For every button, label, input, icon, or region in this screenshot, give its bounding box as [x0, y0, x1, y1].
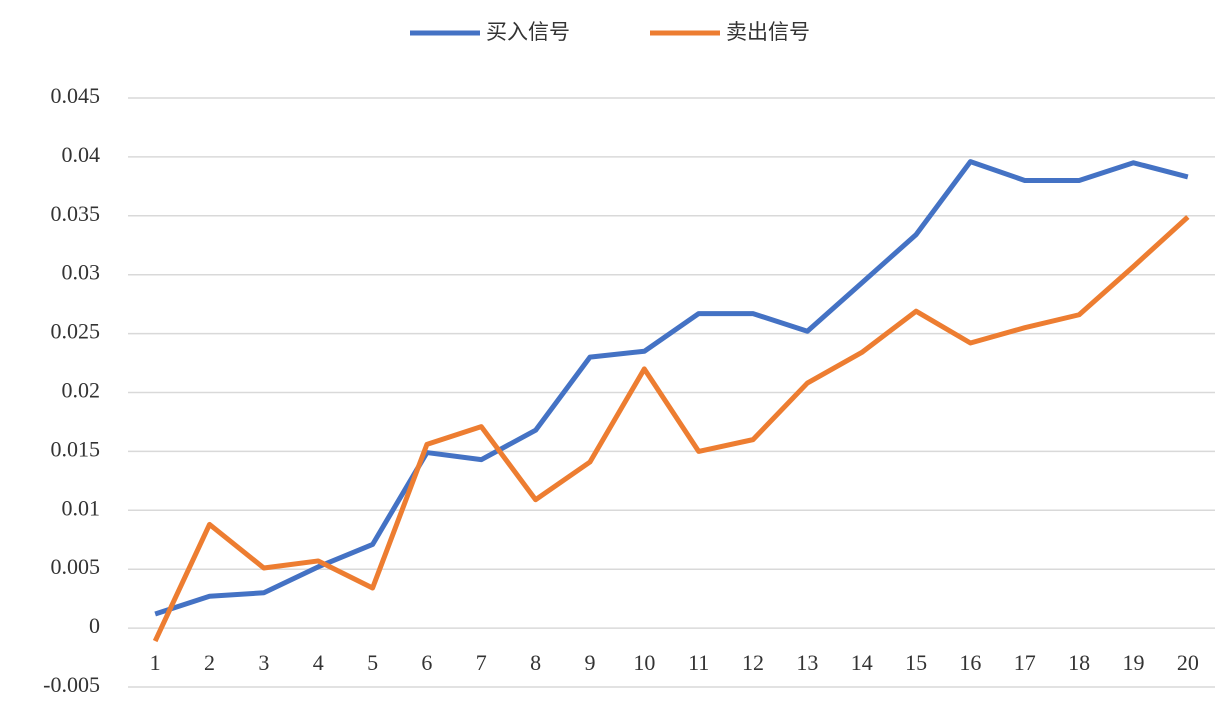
x-tick-label: 4: [313, 650, 324, 675]
x-tick-label: 16: [959, 650, 981, 675]
x-tick-label: 17: [1014, 650, 1036, 675]
x-tick-label: 5: [367, 650, 378, 675]
x-tick-label: 14: [851, 650, 873, 675]
y-tick-label: 0.045: [51, 83, 101, 108]
y-tick-label: 0.01: [62, 495, 101, 520]
x-tick-label: 10: [633, 650, 655, 675]
x-tick-label: 1: [150, 650, 161, 675]
y-tick-label: 0.03: [62, 260, 101, 285]
y-tick-label: 0: [89, 613, 100, 638]
x-tick-label: 15: [905, 650, 927, 675]
x-tick-label: 12: [742, 650, 764, 675]
legend-label: 买入信号: [486, 20, 570, 44]
x-tick-label: 19: [1122, 650, 1144, 675]
x-tick-label: 7: [476, 650, 487, 675]
legend-label: 卖出信号: [726, 20, 810, 44]
x-tick-label: 20: [1177, 650, 1199, 675]
y-tick-label: 0.035: [51, 201, 101, 226]
x-tick-label: 11: [688, 650, 709, 675]
x-tick-label: 6: [421, 650, 432, 675]
series-line: [152, 215, 1190, 643]
y-tick-label: 0.005: [51, 554, 101, 579]
x-tick-label: 13: [796, 650, 818, 675]
x-tick-label: 8: [530, 650, 541, 675]
y-tick-label: 0.02: [62, 378, 101, 403]
y-tick-label: -0.005: [43, 672, 100, 697]
series-line: [154, 159, 1189, 617]
x-tick-label: 3: [258, 650, 269, 675]
x-tick-label: 9: [584, 650, 595, 675]
y-tick-label: 0.025: [51, 319, 101, 344]
y-tick-label: 0.015: [51, 436, 101, 461]
x-tick-label: 2: [204, 650, 215, 675]
y-tick-label: 0.04: [62, 142, 101, 167]
x-tick-label: 18: [1068, 650, 1090, 675]
